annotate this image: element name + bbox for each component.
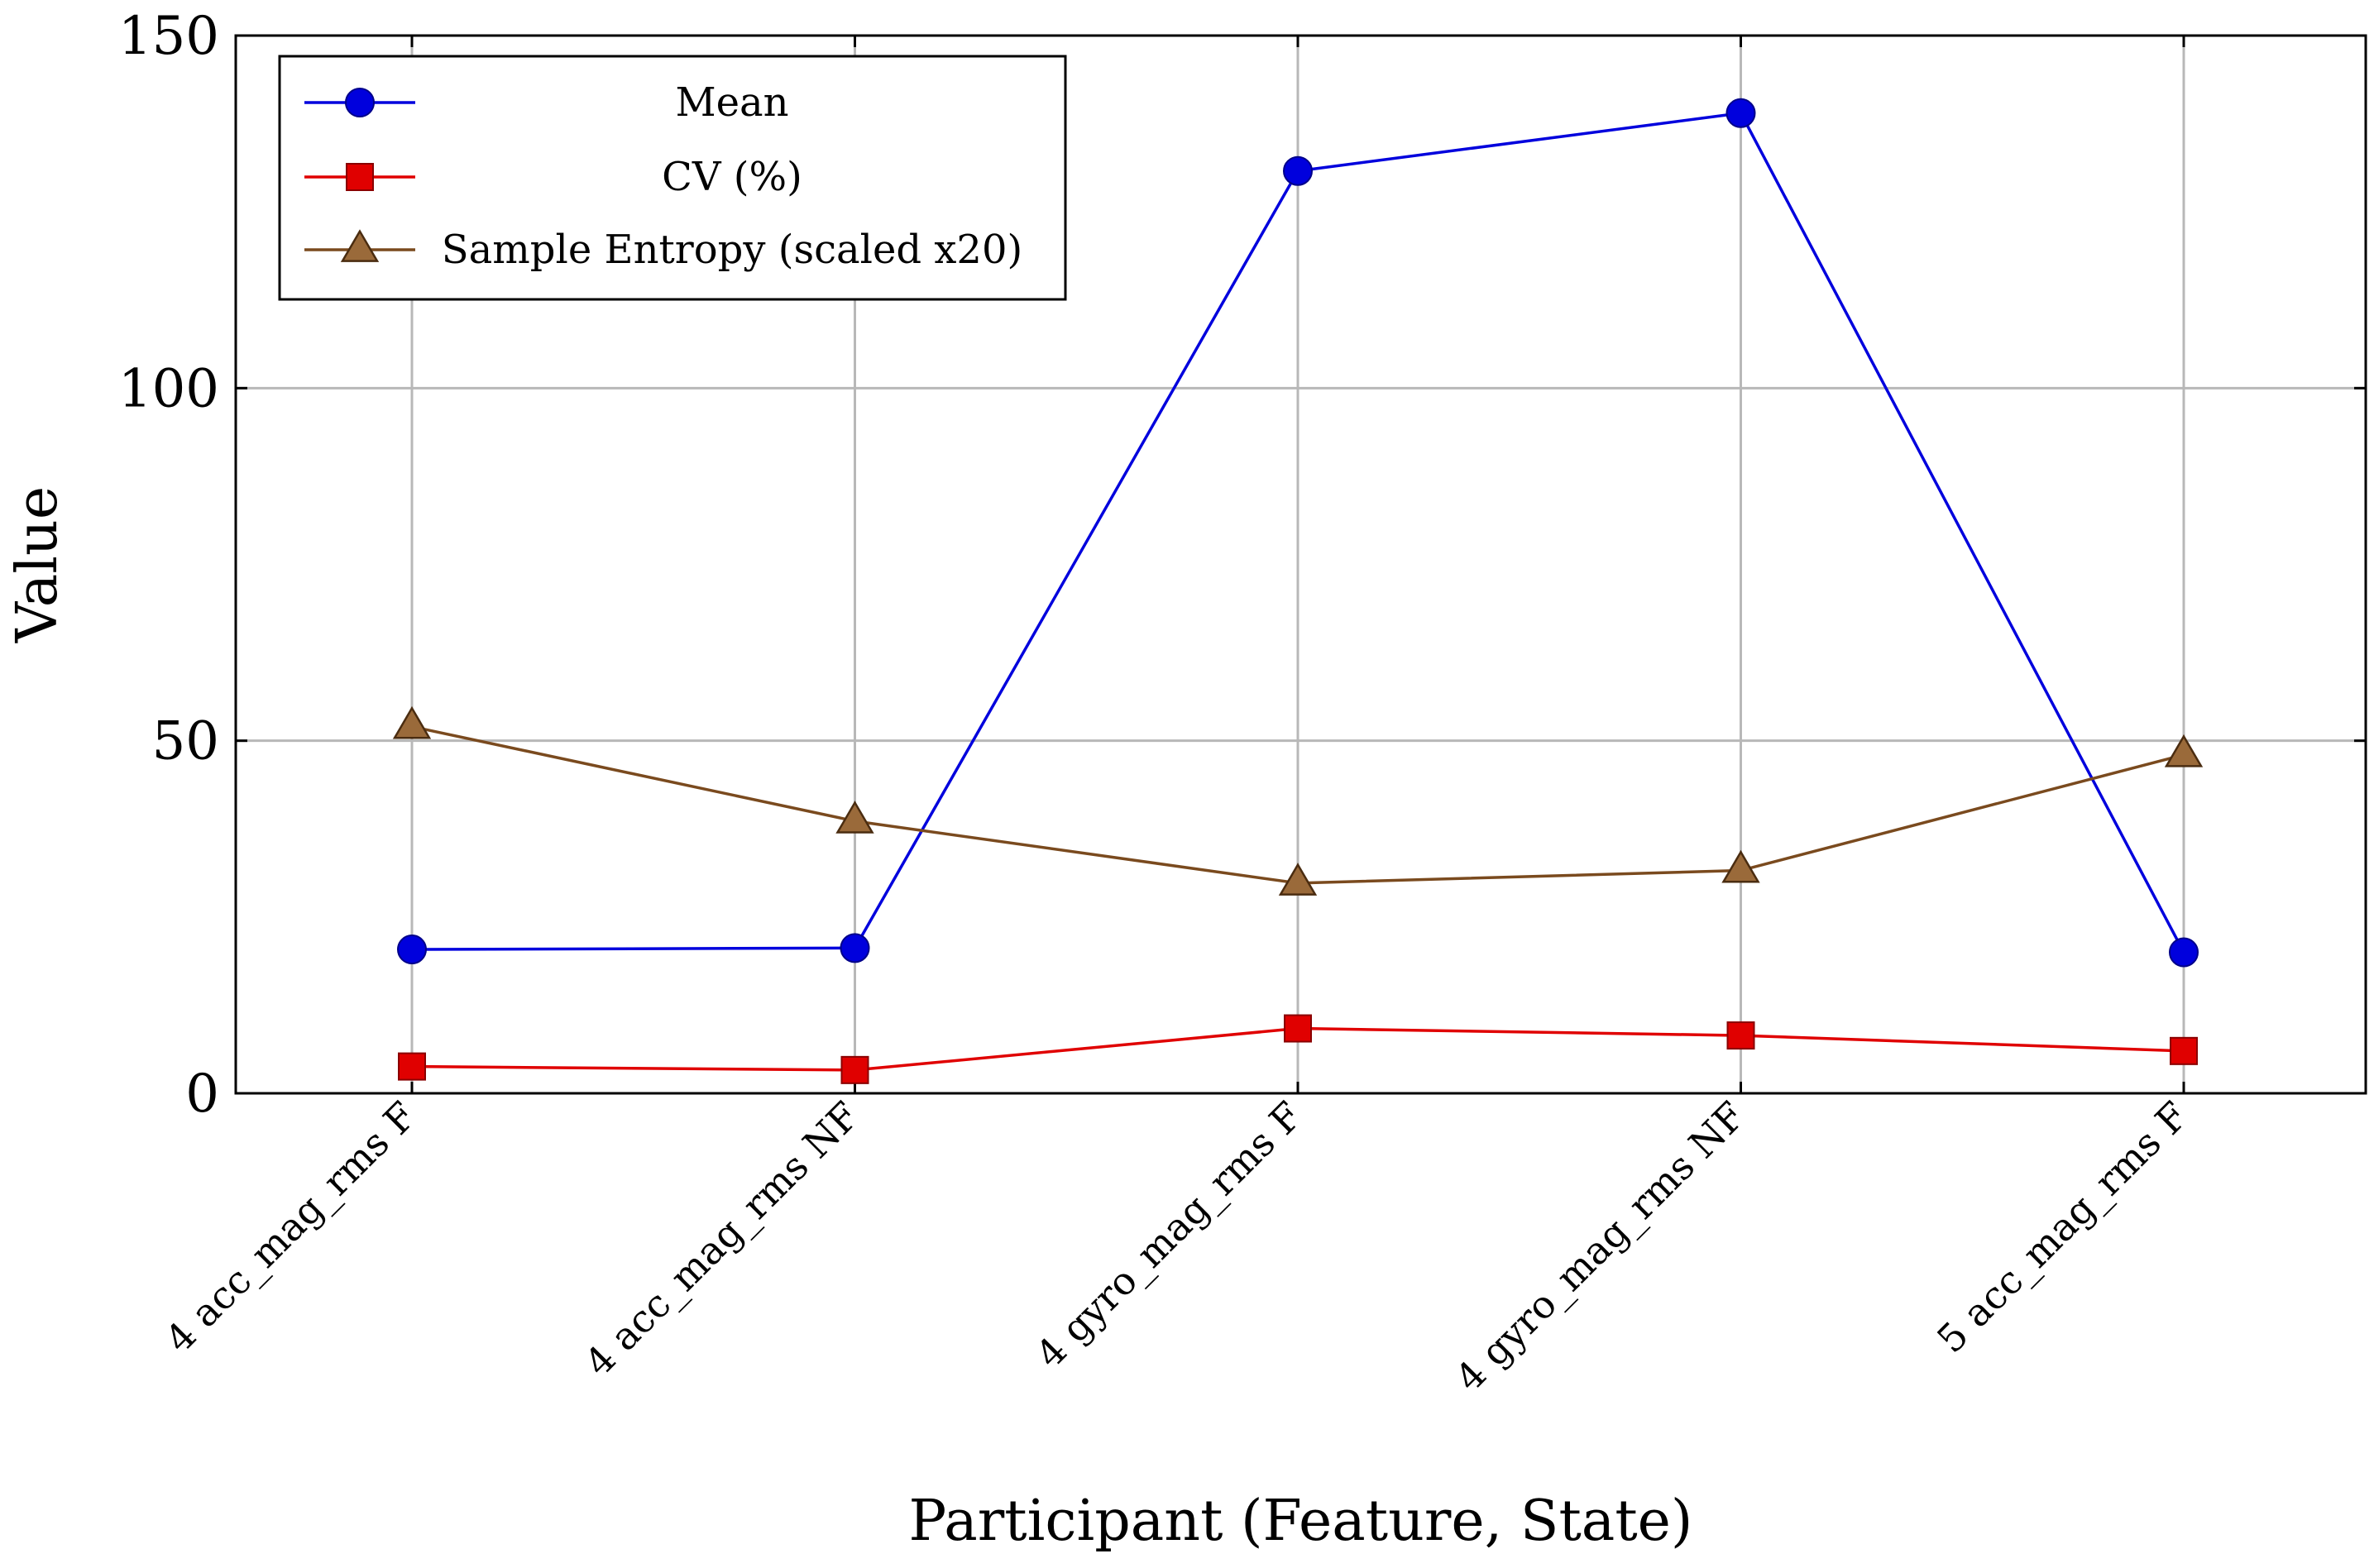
legend-item-sample-entropy-scaled-x20: Sample Entropy (scaled x20): [304, 227, 1022, 273]
legend-marker-cv: [346, 163, 374, 191]
data-point-cv: [398, 1052, 426, 1081]
data-point-mean: [840, 933, 870, 963]
y-axis-title: Value: [5, 486, 70, 643]
data-point-mean: [1725, 98, 1756, 128]
y-tick-label: 0: [185, 1064, 219, 1125]
data-point-sample-entropy-scaled-x20: [1278, 863, 1318, 896]
data-point-mean: [397, 935, 427, 965]
x-tick-label: 5 acc_mag_rms F: [1928, 1093, 2197, 1362]
x-axis-title: Participant (Feature, State): [909, 1489, 1693, 1554]
data-point-mean: [2169, 937, 2199, 968]
y-tick-label: 50: [152, 711, 219, 772]
data-point-mean: [1283, 155, 1313, 186]
data-point-cv: [840, 1055, 869, 1084]
y-tick-label: 100: [118, 358, 219, 419]
legend-label-sample-entropy-scaled-x20: Sample Entropy (scaled x20): [442, 227, 1022, 273]
data-point-cv: [1284, 1014, 1312, 1043]
x-tick-label: 4 acc_mag_rms NF: [576, 1093, 868, 1385]
series-sample-entropy-scaled-x20: [392, 705, 2204, 896]
x-tick-label: 4 acc_mag_rms F: [156, 1093, 425, 1362]
legend-item-cv: CV (%): [304, 154, 802, 200]
legend-label-mean: Mean: [675, 79, 788, 126]
data-point-sample-entropy-scaled-x20: [392, 705, 432, 739]
legend-marker-sample-entropy-scaled-x20: [340, 229, 380, 262]
legend-marker-mean: [345, 88, 375, 117]
data-point-cv: [1726, 1021, 1755, 1050]
legend-label-cv: CV (%): [662, 154, 802, 200]
y-axis: 0 50 100 150: [118, 6, 2366, 1125]
plot-frame: [234, 34, 2367, 1095]
x-tick-label: 4 gyro_mag_rms F: [1027, 1093, 1311, 1377]
series-mean: [397, 98, 2199, 968]
data-point-sample-entropy-scaled-x20: [2164, 734, 2204, 767]
data-point-sample-entropy-scaled-x20: [1721, 849, 1760, 883]
data-point-cv: [2170, 1036, 2198, 1065]
legend-item-mean: Mean: [304, 79, 789, 126]
legend: Mean CV (%) Sample Entropy (scaled x20): [278, 55, 1067, 301]
series-cv: [398, 1014, 2198, 1084]
y-tick-label: 150: [118, 6, 219, 67]
data-point-sample-entropy-scaled-x20: [835, 801, 874, 834]
x-tick-label: 4 gyro_mag_rms NF: [1447, 1093, 1754, 1401]
series-layer: [392, 98, 2204, 1084]
